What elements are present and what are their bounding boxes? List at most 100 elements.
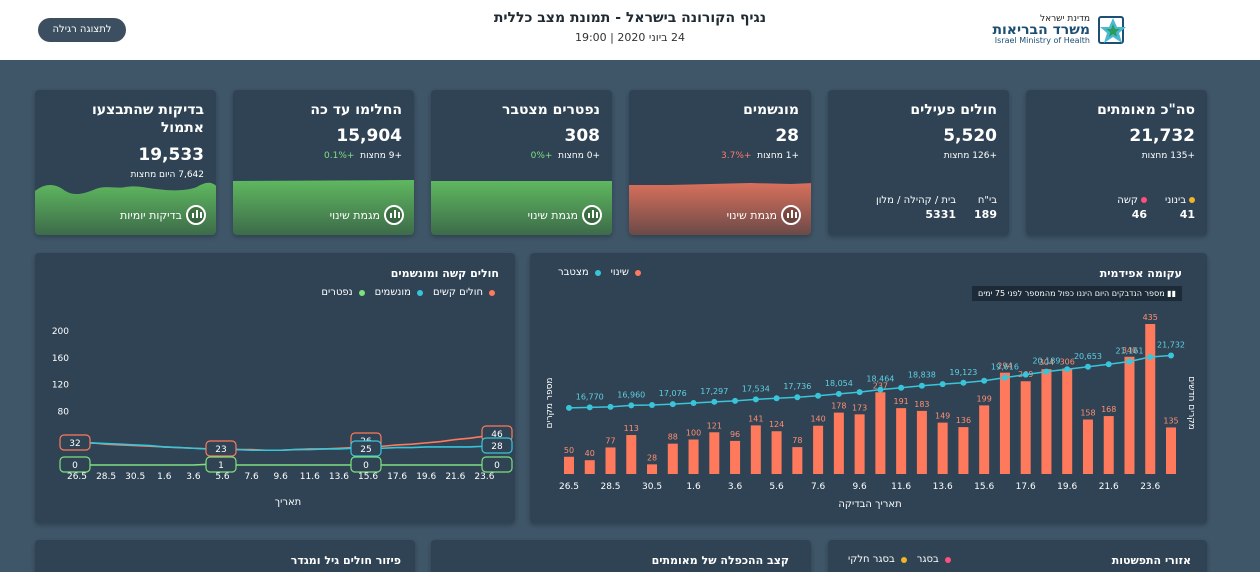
bar bbox=[979, 405, 990, 474]
bar bbox=[605, 447, 616, 474]
trend-button[interactable]: מגמת שינוי bbox=[727, 205, 801, 225]
bar bbox=[813, 425, 824, 474]
x-tick-label: 13.6 bbox=[933, 482, 953, 492]
bar-value-label: 40 bbox=[585, 449, 595, 458]
legend-item-deceased[interactable]: נפטרים bbox=[321, 287, 365, 298]
card-value: 21,732 bbox=[1129, 126, 1195, 146]
x-tick-label: 3.6 bbox=[728, 482, 743, 492]
legend-item-partial-lockdown[interactable]: בסגר חלקי bbox=[848, 554, 907, 565]
legend-dot-icon bbox=[944, 556, 951, 563]
value-callout bbox=[59, 456, 91, 473]
card-value: 308 bbox=[564, 126, 601, 146]
cumulative-label: 19,616 bbox=[991, 363, 1019, 372]
note-text: מספר הנדבקים היום היננו כפול מהמספר לפני… bbox=[978, 289, 1165, 298]
card-title: החלימו עד כה bbox=[310, 102, 402, 118]
x-tick-label: 11.6 bbox=[891, 482, 911, 492]
trend-button[interactable]: בדיקות יומיות bbox=[120, 205, 206, 225]
regular-view-button[interactable]: לתצוגה רגילה bbox=[38, 18, 126, 42]
cumulative-label: 18,054 bbox=[825, 379, 853, 388]
callout-label: 0 bbox=[494, 461, 500, 471]
cumulative-label: 21,732 bbox=[1157, 341, 1185, 350]
x-tick-label: 15.6 bbox=[974, 482, 994, 492]
legend-item-severe[interactable]: חולים קשים bbox=[433, 287, 495, 298]
bar bbox=[1166, 427, 1176, 474]
trend-button[interactable]: מגמת שינוי bbox=[330, 205, 404, 225]
card-ventilated[interactable]: מונשמים 28 +1 מחצות +3.7% מגמת שינוי bbox=[629, 90, 811, 235]
legend-label: בסגר חלקי bbox=[848, 554, 895, 565]
areas-legend: בסגר בסגר חלקי bbox=[848, 554, 951, 565]
x-axis-label: תאריך bbox=[275, 497, 302, 508]
ministry-logo: מדינת ישראל משרד הבריאות Israel Ministry… bbox=[963, 14, 1128, 48]
bar bbox=[1103, 416, 1114, 474]
bar-value-label: 304 bbox=[1039, 358, 1054, 367]
x-tick-label: 23.6 bbox=[1140, 482, 1160, 492]
value-callout bbox=[481, 456, 513, 473]
cumulative-label: 17,534 bbox=[742, 384, 770, 393]
stat-value: 41 bbox=[1179, 208, 1195, 221]
doubling-note: ▮▮ מספר הנדבקים היום היננו כפול מהמספר ל… bbox=[972, 286, 1182, 301]
legend-label: שינוי bbox=[610, 267, 629, 278]
callout-label: 23 bbox=[215, 445, 226, 455]
legend-item-ventilated[interactable]: מונשמים bbox=[375, 287, 423, 298]
epidemic-curve-chart: 50 40 77 113 28 88 100 121 96 141 124 78 140 178 173 23… bbox=[545, 313, 1196, 510]
card-deceased[interactable]: נפטרים מצטבר 308 +0 מחצות +0% מגמת שינוי bbox=[431, 90, 612, 235]
bar-value-label: 78 bbox=[792, 436, 802, 445]
trend-button[interactable]: מגמת שינוי bbox=[528, 205, 602, 225]
card-confirmed[interactable]: סה"כ מאומתים 21,732 +135 מחצות בינוני 41… bbox=[1026, 90, 1207, 235]
card-delta: +135 מחצות bbox=[1141, 151, 1195, 161]
card-active[interactable]: חולים פעילים 5,520 +126 מחצות בי"ח 189 ב… bbox=[828, 90, 1009, 235]
callout-label: 46 bbox=[491, 430, 503, 440]
cumulative-label: 19,123 bbox=[949, 368, 977, 377]
stat-home: בית / קהילה / מלון 5331 bbox=[876, 195, 956, 221]
bar-value-label: 149 bbox=[935, 412, 950, 421]
severity-stats: בינוני 41 קשה 46 bbox=[1117, 195, 1195, 221]
severe-ventilated-panel: חולים קשה ומונשמים חולים קשים מונשמים נפ… bbox=[35, 253, 515, 523]
stat-value: 5331 bbox=[925, 208, 957, 221]
card-tests[interactable]: בדיקות שהתבצעו אתמול 19,533 7,642 היום מ… bbox=[35, 90, 216, 235]
y-tick-label: 200 bbox=[52, 327, 69, 337]
bar-value-label: 158 bbox=[1080, 409, 1095, 418]
callout-label: 0 bbox=[363, 461, 369, 471]
bar-value-label: 113 bbox=[624, 424, 639, 433]
page-timestamp: 24 ביוני 2020 | 19:00 bbox=[574, 31, 686, 44]
card-value: 28 bbox=[775, 126, 799, 146]
series-line bbox=[76, 433, 500, 452]
delta-abs: +1 מחצות bbox=[757, 151, 799, 161]
logo-state-text: מדינת ישראל bbox=[1039, 14, 1090, 24]
bar-value-label: 294 bbox=[997, 362, 1012, 371]
bar bbox=[1145, 324, 1156, 474]
callout-label: 28 bbox=[491, 442, 503, 452]
cumulative-point bbox=[898, 384, 905, 391]
delta-pct: +0.1% bbox=[324, 151, 355, 161]
legend-item-lockdown[interactable]: בסגר bbox=[917, 554, 951, 565]
card-recovered[interactable]: החלימו עד כה 15,904 +9 מחצות +0.1% מגמת … bbox=[233, 90, 414, 235]
cumulative-label: 17,076 bbox=[659, 389, 687, 398]
cumulative-point bbox=[939, 381, 946, 388]
star-logo-icon bbox=[1100, 18, 1126, 43]
card-title: מונשמים bbox=[743, 102, 799, 118]
legend-item-change[interactable]: שינוי bbox=[611, 267, 641, 278]
deceased-trend-chart bbox=[431, 181, 612, 235]
cumulative-point bbox=[669, 401, 676, 408]
cumulative-point bbox=[918, 382, 925, 389]
value-callout bbox=[350, 456, 382, 473]
cumulative-point bbox=[690, 400, 697, 407]
bar bbox=[1082, 419, 1093, 474]
bar-chart-icon bbox=[582, 205, 602, 225]
card-delta: +9 מחצות +0.1% bbox=[324, 151, 402, 161]
legend-item-cumulative[interactable]: מצטבר bbox=[558, 267, 601, 278]
location-stats: בי"ח 189 בית / קהילה / מלון 5331 bbox=[876, 195, 997, 221]
y-tick-label: 120 bbox=[52, 381, 69, 391]
bar-value-label: 100 bbox=[686, 429, 701, 438]
bar-value-label: 136 bbox=[956, 416, 971, 425]
trend-label: בדיקות יומיות bbox=[120, 208, 182, 222]
cumulative-point bbox=[1064, 366, 1071, 373]
legend-label: מונשמים bbox=[374, 287, 411, 298]
bar bbox=[1062, 368, 1073, 474]
cumulative-point bbox=[1084, 363, 1091, 370]
bar bbox=[875, 392, 886, 474]
bar-value-label: 173 bbox=[852, 403, 867, 412]
severe-dot-icon bbox=[1141, 197, 1147, 203]
callout-label: 32 bbox=[69, 439, 80, 449]
card-delta: +1 מחצות +3.7% bbox=[721, 151, 799, 161]
